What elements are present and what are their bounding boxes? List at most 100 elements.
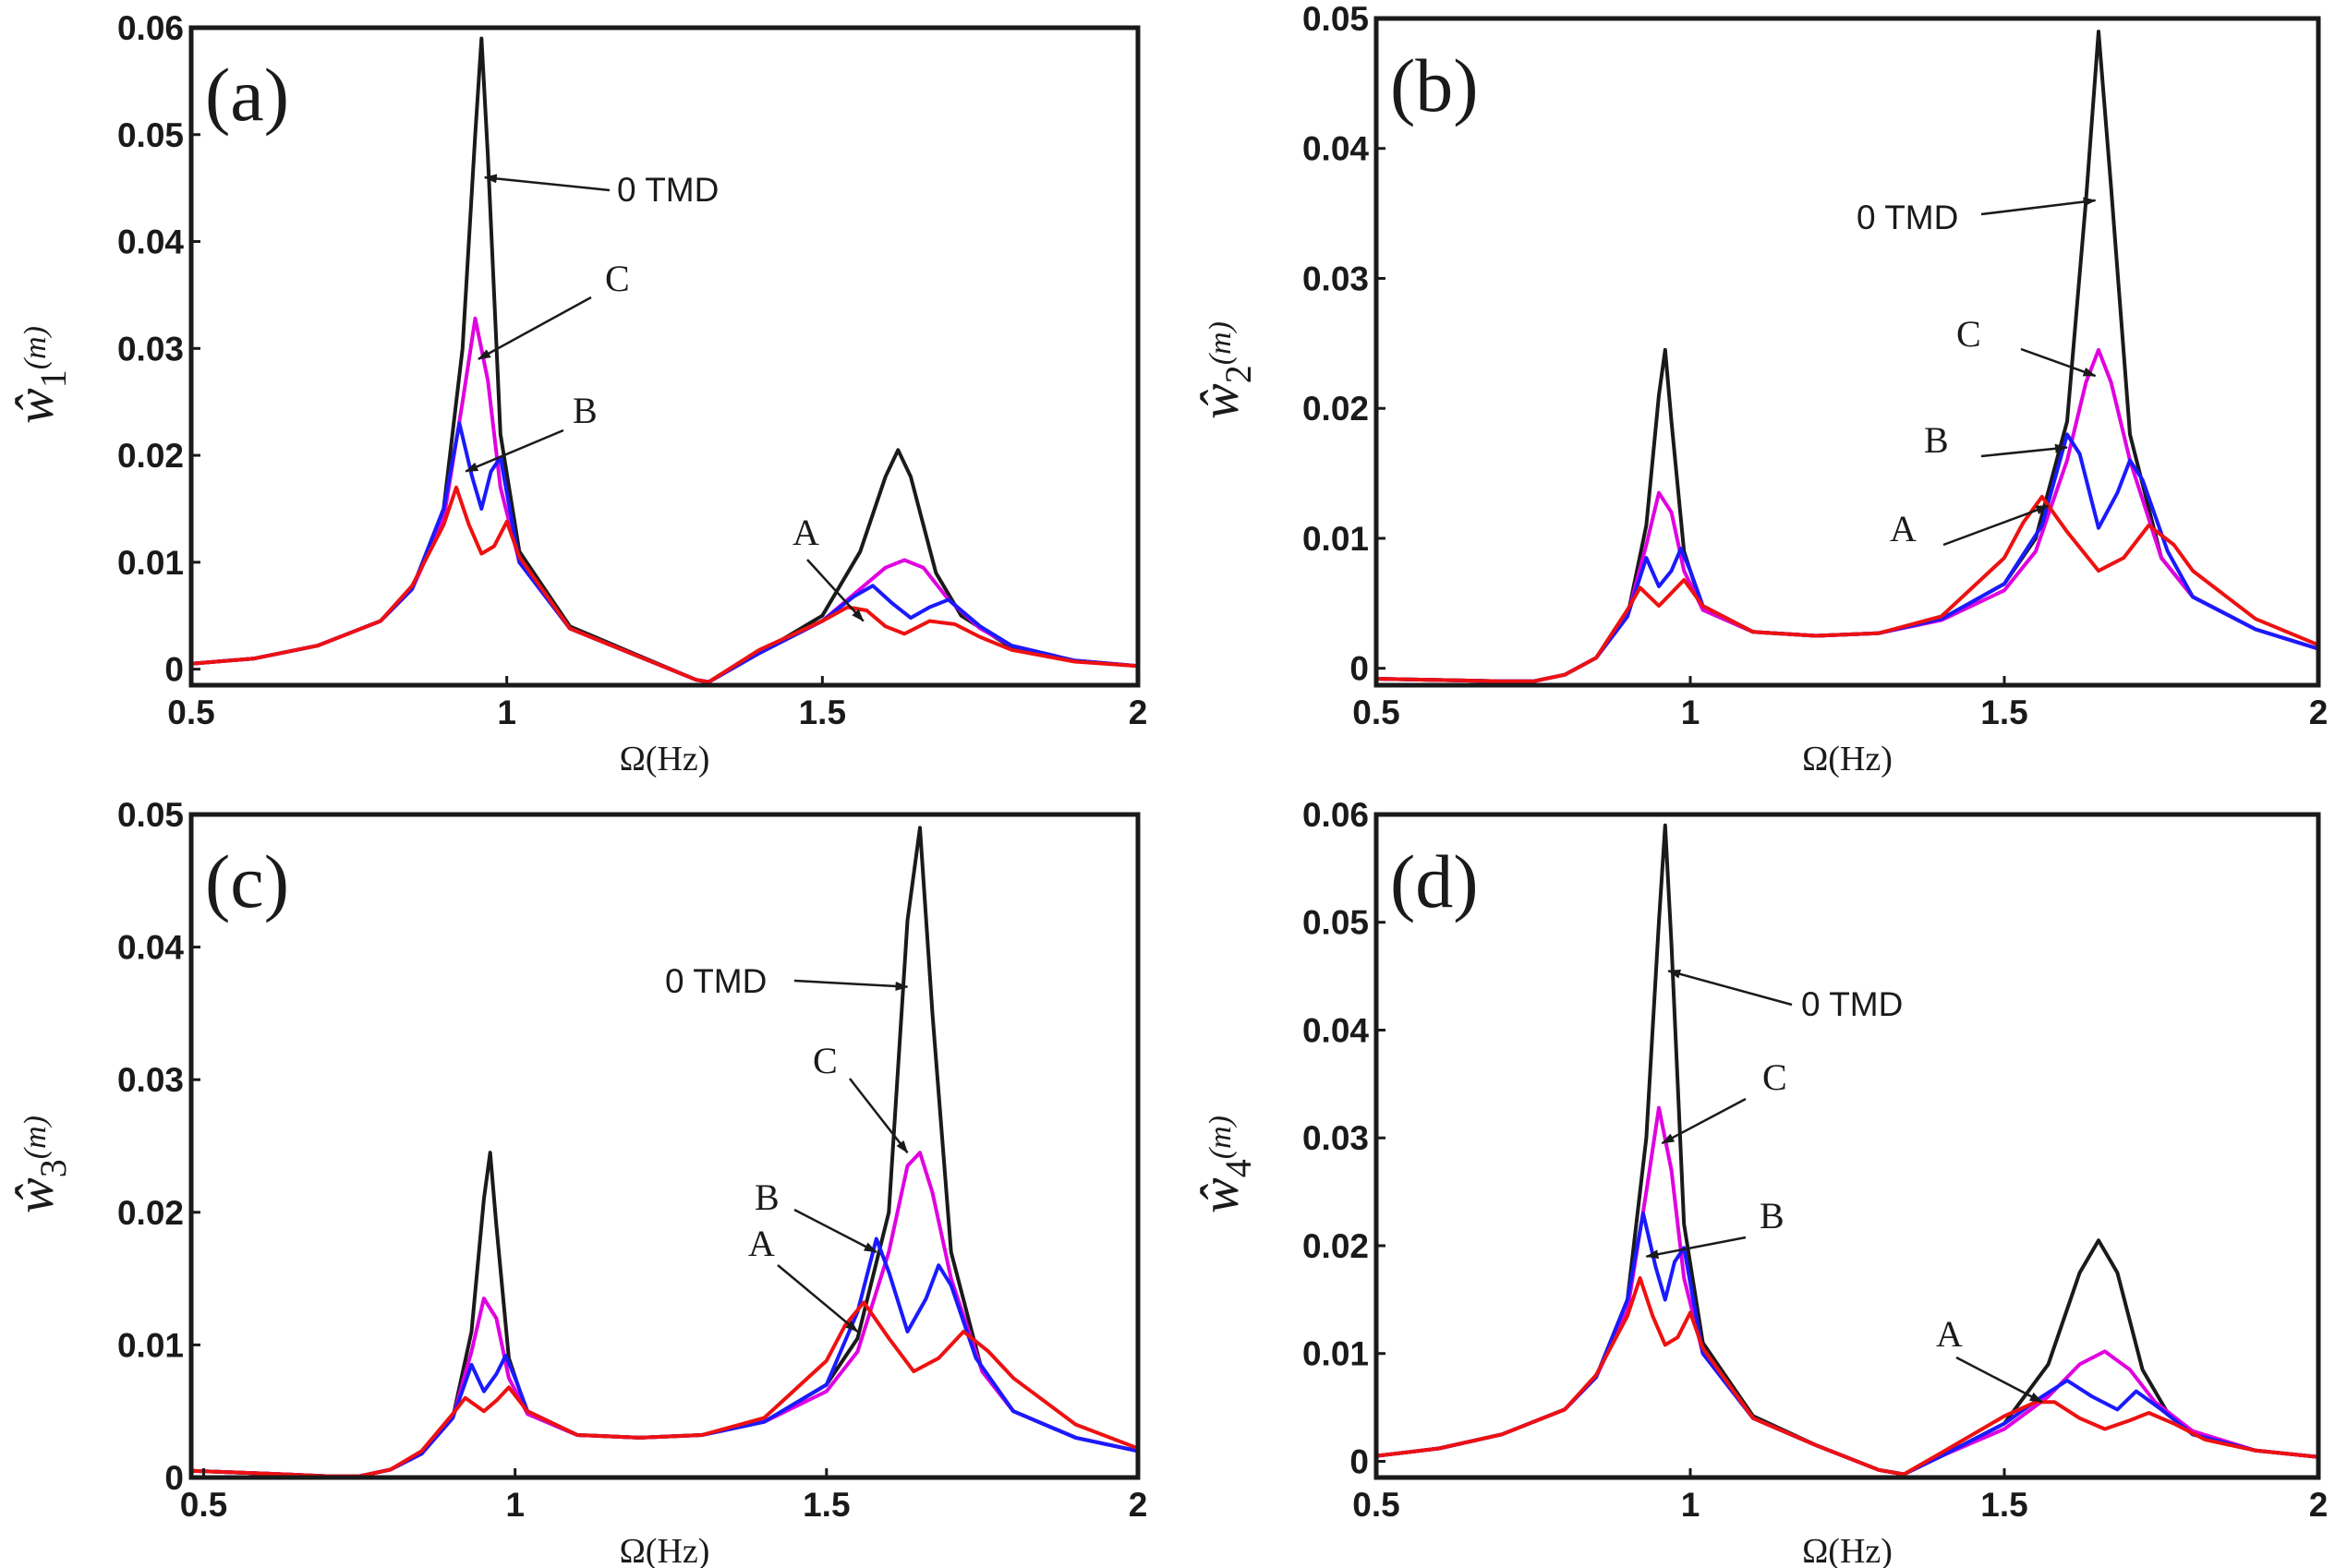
annotation-arrow — [793, 1208, 877, 1253]
x-tick-label: 0.5 — [1352, 1486, 1399, 1524]
y-tick-label: 0 — [1349, 650, 1369, 688]
annotation-arrow — [1980, 443, 2068, 458]
annotation-0-tmd: 0 TMD — [1801, 985, 1903, 1023]
y-tick-label: 0.06 — [117, 9, 184, 47]
y-tick-label: 0.01 — [1302, 520, 1369, 558]
annotation-arrow — [806, 559, 865, 622]
series-0-tmd — [1376, 30, 2318, 683]
y-label-symbol: ŵ — [1190, 1177, 1250, 1213]
y-tick-label: 0.01 — [117, 1326, 184, 1364]
annotation-c: C — [1762, 1056, 1787, 1098]
series-group — [191, 826, 1138, 1478]
series-a — [191, 1300, 1138, 1478]
y-tick-label: 0.01 — [1302, 1335, 1369, 1373]
annotation-arrow — [1661, 1097, 1747, 1145]
series-0-tmd — [1376, 823, 2318, 1477]
annotation-b: B — [755, 1176, 780, 1218]
y-tick-label: 0 — [164, 1459, 184, 1497]
panel-label: (a) — [205, 53, 289, 137]
y-tick-label: 0.02 — [117, 437, 184, 475]
annotation-0-tmd: 0 TMD — [665, 962, 767, 1000]
annotation-arrow — [1667, 969, 1793, 1007]
y-tick-label: 0.05 — [1302, 0, 1369, 38]
y-tick-label: 0.02 — [1302, 1227, 1369, 1265]
y-tick-label: 0.04 — [117, 223, 184, 261]
y-tick-label: 0 — [164, 651, 184, 689]
series-a — [1376, 494, 2318, 683]
panel-c: 0.5 1 1.5 200.010.020.030.040.05Ω(Hz)ŵ3(m)(… — [5, 796, 1147, 1568]
y-axis-label: ŵ2(m) — [1190, 321, 1259, 419]
x-tick-label: 0.5 — [167, 694, 214, 731]
y-label-symbol: ŵ — [1190, 383, 1250, 419]
annotation-b: B — [1924, 419, 1949, 461]
series-a — [191, 485, 1138, 684]
annotation-arrow — [849, 1078, 909, 1153]
annotation-arrow — [1942, 504, 2050, 547]
y-axis-label: ŵ1(m) — [5, 326, 74, 424]
series-group — [1376, 823, 2318, 1477]
x-axis-label: Ω(Hz) — [1802, 1532, 1893, 1568]
y-axis-label: ŵ3(m) — [5, 1116, 74, 1213]
axes-frame — [1373, 16, 2321, 688]
annotation-c: C — [1956, 313, 1981, 355]
series-group — [191, 36, 1138, 684]
annotation-a: A — [1890, 508, 1917, 549]
annotation-arrow — [483, 174, 611, 192]
x-tick-label: 2 — [2309, 694, 2329, 731]
y-label-symbol: ŵ — [5, 388, 65, 424]
x-tick-label: 2 — [2309, 1486, 2329, 1524]
annotation-b: B — [1760, 1195, 1784, 1236]
annotation-c: C — [813, 1040, 838, 1081]
annotation-0-tmd: 0 TMD — [1857, 199, 1958, 236]
annotation-a: A — [792, 512, 819, 553]
y-tick-label: 0.01 — [117, 544, 184, 582]
y-tick-label: 0.03 — [1302, 259, 1369, 297]
x-tick-label: 1 — [497, 694, 516, 731]
series-c — [191, 316, 1138, 684]
annotation-arrow — [465, 428, 564, 473]
x-axis-label: Ω(Hz) — [620, 740, 710, 778]
y-tick-label: 0 — [1349, 1442, 1369, 1480]
x-tick-label: 1.5 — [1980, 1486, 2027, 1524]
x-tick-label: 1.5 — [799, 694, 846, 731]
x-tick-label: 2 — [1129, 1486, 1148, 1524]
y-label-subscript: 1 — [32, 369, 74, 388]
series-group — [1376, 30, 2318, 683]
series-b — [1376, 1212, 2318, 1477]
y-tick-label: 0.02 — [1302, 390, 1369, 428]
series-0-tmd — [191, 36, 1138, 684]
x-tick-label: 1 — [505, 1486, 525, 1524]
panel-d: 0.5 1 1.5 2 0 0.01 0.02 0.03 0.04 0.05 0.06 Ω(Hz) ŵ4… — [1190, 796, 2328, 1568]
y-label-unit: (m) — [18, 1116, 53, 1159]
axes-frame — [188, 812, 1141, 1480]
annotation-a: A — [1936, 1313, 1963, 1355]
x-tick-label: 1.5 — [1980, 694, 2027, 731]
y-tick-label: 0.03 — [1302, 1119, 1369, 1157]
axes-frame — [1373, 812, 2321, 1480]
series-0-tmd — [191, 826, 1138, 1478]
y-tick-label: 0.04 — [117, 929, 184, 967]
y-tick-label: 0.03 — [117, 1061, 184, 1099]
series-b — [1376, 432, 2318, 683]
y-label-subscript: 4 — [1217, 1159, 1259, 1177]
panel-label: (d) — [1390, 839, 1479, 923]
x-tick-label: 2 — [1129, 694, 1148, 731]
annotation-0-tmd: 0 TMD — [617, 171, 719, 209]
annotation-arrow — [2020, 347, 2097, 378]
annotation-arrow — [793, 979, 909, 991]
y-tick-label: 0.04 — [1302, 130, 1369, 168]
series-c — [191, 1151, 1138, 1478]
x-tick-label: 1.5 — [803, 1486, 850, 1524]
y-tick-label: 0.02 — [117, 1194, 184, 1232]
y-tick-label: 0.05 — [117, 796, 184, 834]
annotation-arrow — [1645, 1236, 1747, 1260]
annotation-c: C — [605, 258, 630, 299]
y-label-subscript: 3 — [32, 1159, 74, 1177]
y-label-unit: (m) — [18, 326, 53, 369]
annotation-arrow — [777, 1264, 859, 1333]
series-c — [1376, 1105, 2318, 1477]
x-tick-label: 1 — [1681, 694, 1700, 731]
annotation-arrow — [478, 296, 592, 360]
y-label-unit: (m) — [1204, 1116, 1238, 1159]
